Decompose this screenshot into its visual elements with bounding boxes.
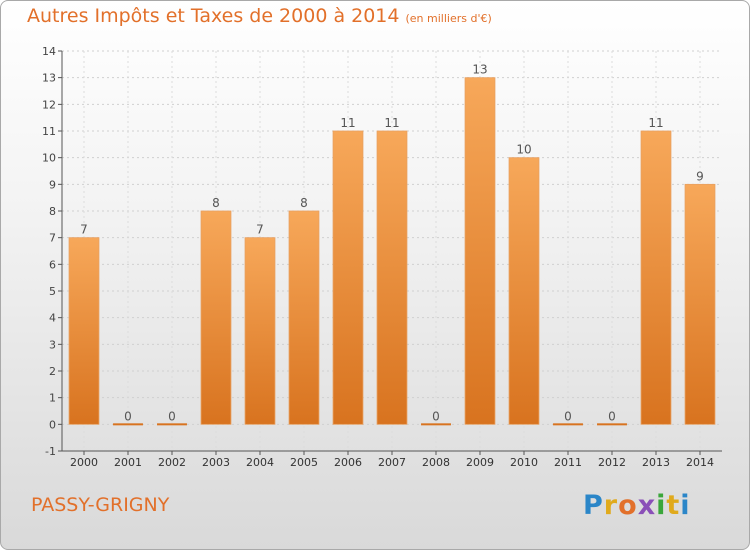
data-label: 0: [432, 409, 440, 423]
x-tick-label: 2012: [598, 456, 626, 469]
y-tick-label: 3: [49, 338, 56, 351]
chart-title: Autres Impôts et Taxes de 2000 à 2014 (en…: [27, 5, 492, 27]
commune-name: PASSY-GRIGNY: [31, 494, 170, 516]
data-label: 9: [696, 169, 704, 183]
data-label: 7: [80, 223, 88, 237]
logo-letter: P: [583, 490, 604, 521]
y-tick-label: 8: [49, 205, 56, 218]
data-label: 8: [212, 196, 220, 210]
y-tick-label: 9: [49, 178, 56, 191]
bar: [332, 130, 364, 425]
y-tick-label: 5: [49, 285, 56, 298]
bar: [597, 423, 627, 426]
x-tick-label: 2010: [510, 456, 538, 469]
y-tick-label: 2: [49, 365, 56, 378]
bar: [200, 210, 232, 425]
y-tick-label: 0: [49, 418, 56, 431]
x-tick-label: 2009: [466, 456, 494, 469]
bar: [68, 237, 100, 425]
y-tick-label: 13: [42, 72, 56, 85]
data-label: 8: [300, 196, 308, 210]
bar: [244, 237, 276, 425]
x-tick-label: 2003: [202, 456, 230, 469]
logo-letter: t: [666, 490, 681, 521]
x-tick-label: 2013: [642, 456, 670, 469]
x-tick-label: 2005: [290, 456, 318, 469]
bar: [376, 130, 408, 425]
data-label: 11: [340, 116, 355, 130]
bar: [113, 423, 143, 426]
bar: [157, 423, 187, 426]
bar: [640, 130, 672, 425]
chart-title-text: Autres Impôts et Taxes de 2000 à 2014: [27, 5, 400, 27]
logo-letter: o: [618, 490, 638, 521]
logo-letter: x: [637, 490, 657, 521]
y-tick-label: -1: [45, 445, 56, 458]
bar: [508, 157, 540, 425]
logo-letter: r: [603, 490, 619, 521]
x-tick-label: 2007: [378, 456, 406, 469]
data-label: 0: [564, 409, 572, 423]
data-label: 13: [472, 63, 487, 77]
bar: [288, 210, 320, 425]
proxiti-logo: Proxiti: [583, 490, 691, 521]
data-label: 7: [256, 223, 264, 237]
y-tick-label: 10: [42, 152, 56, 165]
y-tick-label: 11: [42, 125, 56, 138]
x-tick-label: 2000: [70, 456, 98, 469]
x-tick-label: 2004: [246, 456, 274, 469]
x-tick-label: 2002: [158, 456, 186, 469]
x-tick-label: 2001: [114, 456, 142, 469]
logo-letter: i: [680, 490, 691, 521]
bar: [421, 423, 451, 426]
y-tick-label: 1: [49, 392, 56, 405]
chart-subtitle: (en milliers d'€): [405, 12, 492, 25]
y-tick-label: 7: [49, 232, 56, 245]
y-tick-label: 4: [49, 312, 56, 325]
x-tick-label: 2008: [422, 456, 450, 469]
y-tick-label: 12: [42, 98, 56, 111]
bar: [464, 77, 496, 425]
y-tick-label: 6: [49, 258, 56, 271]
data-label: 0: [608, 409, 616, 423]
y-tick-label: 14: [42, 45, 56, 58]
x-tick-label: 2006: [334, 456, 362, 469]
x-tick-label: 2014: [686, 456, 714, 469]
data-label: 11: [384, 116, 399, 130]
data-label: 11: [648, 116, 663, 130]
data-label: 0: [168, 409, 176, 423]
bar: [553, 423, 583, 426]
data-label: 0: [124, 409, 132, 423]
bar: [684, 183, 716, 425]
data-label: 10: [516, 143, 531, 157]
logo-letter: i: [656, 490, 667, 521]
x-tick-label: 2011: [554, 456, 582, 469]
